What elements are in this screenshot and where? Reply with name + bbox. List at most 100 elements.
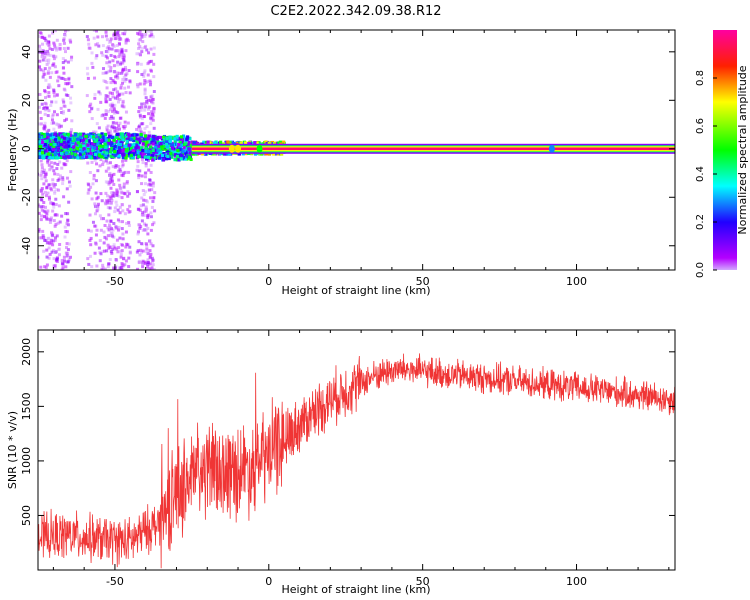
spectrogram-cell bbox=[59, 151, 64, 156]
spectrogram-cell bbox=[109, 173, 113, 177]
spectrogram-cell bbox=[142, 115, 146, 119]
spectrogram-cell bbox=[33, 118, 36, 121]
spectrogram-cell bbox=[23, 159, 26, 162]
spectrogram-cell bbox=[95, 137, 99, 141]
spectrogram-cell bbox=[90, 265, 94, 269]
spectrogram-cell bbox=[161, 158, 166, 162]
spectrogram-cell bbox=[93, 156, 97, 160]
spectrogram-cell bbox=[126, 194, 130, 198]
spectrogram-cell bbox=[101, 217, 105, 221]
spectrogram-cell bbox=[188, 155, 192, 159]
spectrogram-cell bbox=[102, 138, 106, 142]
spectrogram-cell bbox=[111, 194, 115, 198]
spectrogram-cell bbox=[103, 132, 108, 137]
spectrogram-cell bbox=[186, 135, 190, 139]
snr-panel: -50 0 50 100 500 1000 1500 2000 Height of strai… bbox=[6, 329, 676, 596]
spectrogram-cell bbox=[117, 35, 121, 39]
spectrogram-cell bbox=[86, 143, 90, 147]
spectrogram-cell bbox=[112, 111, 116, 115]
spectrogram-cell bbox=[162, 137, 166, 142]
spectrogram-cell bbox=[45, 263, 49, 267]
spectrogram-cell bbox=[203, 152, 208, 156]
spectrogram-cell bbox=[42, 126, 46, 130]
spectrogram-cell bbox=[51, 31, 55, 35]
spectrogram-cell bbox=[49, 241, 53, 245]
spectrogram-cell bbox=[53, 149, 58, 153]
spectrogram-cell bbox=[111, 247, 115, 251]
spectrogram-cell bbox=[90, 61, 94, 65]
spectrogram-cell bbox=[116, 33, 120, 37]
spectrogram-cell bbox=[21, 88, 24, 91]
spectrogram-cell bbox=[111, 165, 115, 169]
spectrogram-cell bbox=[145, 200, 149, 204]
spectrogram-heatmap bbox=[21, 30, 675, 270]
spectrogram-cell bbox=[62, 155, 66, 159]
spectrogram-cell bbox=[150, 110, 154, 114]
spectrogram-cell bbox=[43, 265, 47, 269]
spectrogram-cell bbox=[137, 207, 141, 211]
spectrogram-cell bbox=[41, 229, 45, 233]
spectrogram-cell bbox=[46, 49, 50, 53]
spectrogram-cell bbox=[47, 217, 51, 221]
spectrogram-cell bbox=[43, 139, 47, 144]
spectrogram-cell bbox=[54, 70, 58, 74]
spectrogram-cell bbox=[40, 137, 44, 142]
spectrogram-cell bbox=[87, 262, 91, 266]
spectrogram-cell bbox=[65, 117, 69, 121]
spectrogram-cell bbox=[110, 191, 114, 195]
spectrogram-cell bbox=[139, 130, 143, 134]
colorbar-tick-label: 0.8 bbox=[695, 70, 706, 86]
spectrogram-cell bbox=[106, 94, 110, 98]
spectrogram-cell bbox=[46, 71, 50, 75]
spectrogram-cell bbox=[131, 148, 135, 153]
spectrogram-cell bbox=[109, 202, 113, 206]
spectrogram-cell bbox=[28, 30, 31, 33]
spectrogram-cell bbox=[85, 155, 89, 159]
spectrogram-cell bbox=[40, 151, 45, 155]
spectrogram-cell bbox=[64, 265, 68, 269]
spectrogram-cell bbox=[66, 230, 70, 234]
spectrogram-cell bbox=[116, 190, 120, 194]
spectrogram-cell bbox=[93, 158, 97, 162]
spectrogram-cell bbox=[81, 139, 85, 143]
spectrogram-cell bbox=[43, 52, 47, 56]
spectrogram-cell bbox=[106, 50, 110, 54]
spectrogram-cell bbox=[69, 130, 73, 134]
spectrogram-cell bbox=[161, 147, 165, 151]
spectrogram-cell bbox=[115, 121, 119, 125]
spectrogram-cell bbox=[135, 250, 139, 254]
spectrogram-cell bbox=[54, 46, 58, 50]
spectrogram-cell bbox=[116, 100, 120, 104]
spectrogram-cell bbox=[96, 42, 100, 46]
spectrogram-cell bbox=[30, 224, 33, 227]
spectrogram-cell bbox=[125, 154, 129, 158]
spectrogram-cell bbox=[68, 137, 72, 141]
spectrogram-cell bbox=[111, 123, 115, 127]
spectrogram-cell bbox=[185, 137, 189, 141]
spectrogram-cell bbox=[41, 132, 45, 137]
spectrogram-cell bbox=[42, 201, 46, 205]
spectrogram-cell bbox=[47, 195, 51, 199]
spectrogram-cell bbox=[57, 75, 61, 79]
spectrogram-cell bbox=[149, 116, 153, 120]
spectrogram-cell bbox=[32, 66, 35, 69]
spectrogram-cell bbox=[102, 230, 106, 234]
spectrogram-cell bbox=[109, 131, 113, 135]
spectrogram-cell bbox=[65, 137, 69, 141]
spectrogram-cell bbox=[151, 223, 155, 227]
spectrogram-cell bbox=[84, 134, 88, 139]
spectrogram-cell bbox=[55, 38, 59, 42]
x-tick-label: -50 bbox=[106, 275, 124, 288]
spectrogram-cell bbox=[22, 174, 25, 177]
spectrogram-cell bbox=[78, 152, 83, 156]
spectrogram-cell bbox=[62, 41, 66, 45]
spectrogram-cell bbox=[126, 146, 130, 150]
spectrogram-cell bbox=[147, 188, 151, 192]
spectrogram-cell bbox=[124, 91, 128, 95]
spectrogram-cell bbox=[152, 156, 156, 160]
spectrogram-cell bbox=[272, 141, 277, 146]
spectrogram-cell bbox=[45, 59, 49, 63]
spectrogram-cell bbox=[58, 43, 62, 47]
spectrogram-cell bbox=[122, 147, 126, 152]
x-tick-label: 50 bbox=[416, 275, 430, 288]
